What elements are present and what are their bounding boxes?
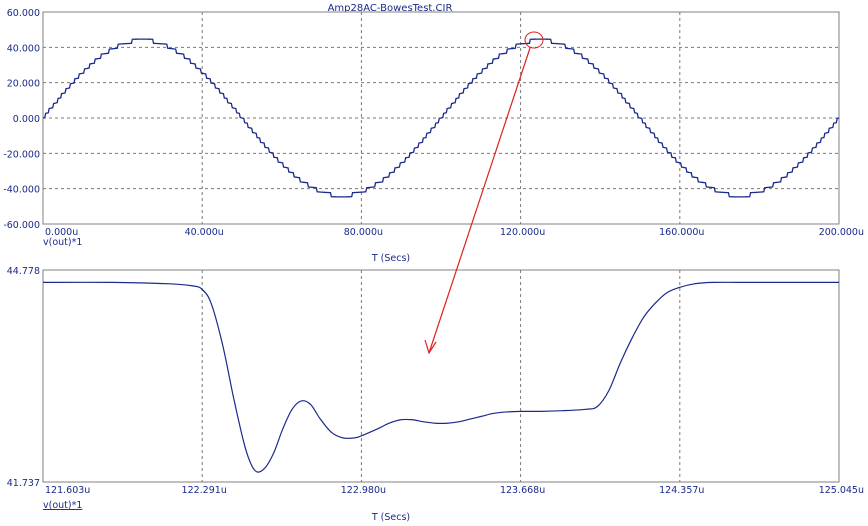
- y-tick-label: -20.000: [3, 149, 40, 160]
- x-tick-label: 123.668u: [500, 485, 545, 496]
- top-y-tick-labels: 60.000 40.000 20.000 0.000 -20.000 -40.000 -60…: [3, 8, 40, 231]
- x-tick-label: 0.000u: [45, 227, 78, 238]
- x-tick-label: 122.980u: [341, 485, 386, 496]
- x-tick-label: 121.603u: [45, 485, 90, 496]
- zoom-annotation: [424, 31, 544, 355]
- top-plot: 60.000 40.000 20.000 0.000 -20.000 -40.000 -60…: [3, 8, 864, 264]
- zoom-arrow-line: [428, 47, 531, 354]
- zoom-circle-marker: [524, 31, 544, 49]
- top-x-axis-label: T (Secs): [371, 253, 410, 264]
- bottom-series-line: [42, 281, 839, 473]
- zoom-arrow-head: [424, 339, 437, 355]
- bottom-y-tick-labels: 44.778 41.737: [7, 266, 40, 489]
- y-tick-label: 60.000: [7, 8, 40, 19]
- y-tick-label: 41.737: [7, 478, 40, 489]
- top-series-label: v(out)*1: [43, 237, 82, 248]
- x-tick-label: 122.291u: [182, 485, 227, 496]
- x-tick-label: 200.000u: [819, 227, 864, 238]
- y-tick-label: -60.000: [3, 220, 40, 231]
- x-tick-label: 124.357u: [659, 485, 704, 496]
- x-tick-label: 160.000u: [659, 227, 704, 238]
- bottom-plot-frame: [42, 269, 840, 483]
- x-tick-label: 120.000u: [500, 227, 545, 238]
- x-tick-label: 40.000u: [185, 227, 224, 238]
- top-series-line: [42, 38, 840, 198]
- chart-title: Amp28AC-BowesTest.CIR: [328, 3, 453, 14]
- bottom-series-label: v(out)*1: [43, 500, 82, 511]
- top-x-tick-labels: 0.000u 40.000u 80.000u 120.000u 160.000u 200.…: [45, 227, 864, 238]
- x-tick-label: 125.045u: [819, 485, 864, 496]
- bottom-plot: 44.778 41.737 121.603u 122.291u 122.980u 123…: [7, 266, 864, 523]
- y-tick-label: -40.000: [3, 185, 40, 196]
- y-tick-label: 40.000: [7, 43, 40, 54]
- bottom-x-axis-label: T (Secs): [371, 512, 410, 523]
- x-tick-label: 80.000u: [344, 227, 383, 238]
- y-tick-label: 20.000: [7, 79, 40, 90]
- y-tick-label: 0.000: [13, 114, 40, 125]
- bottom-grid: [201, 270, 681, 482]
- y-tick-label: 44.778: [7, 266, 40, 277]
- bottom-x-tick-labels: 121.603u 122.291u 122.980u 123.668u 124.357u…: [45, 485, 864, 496]
